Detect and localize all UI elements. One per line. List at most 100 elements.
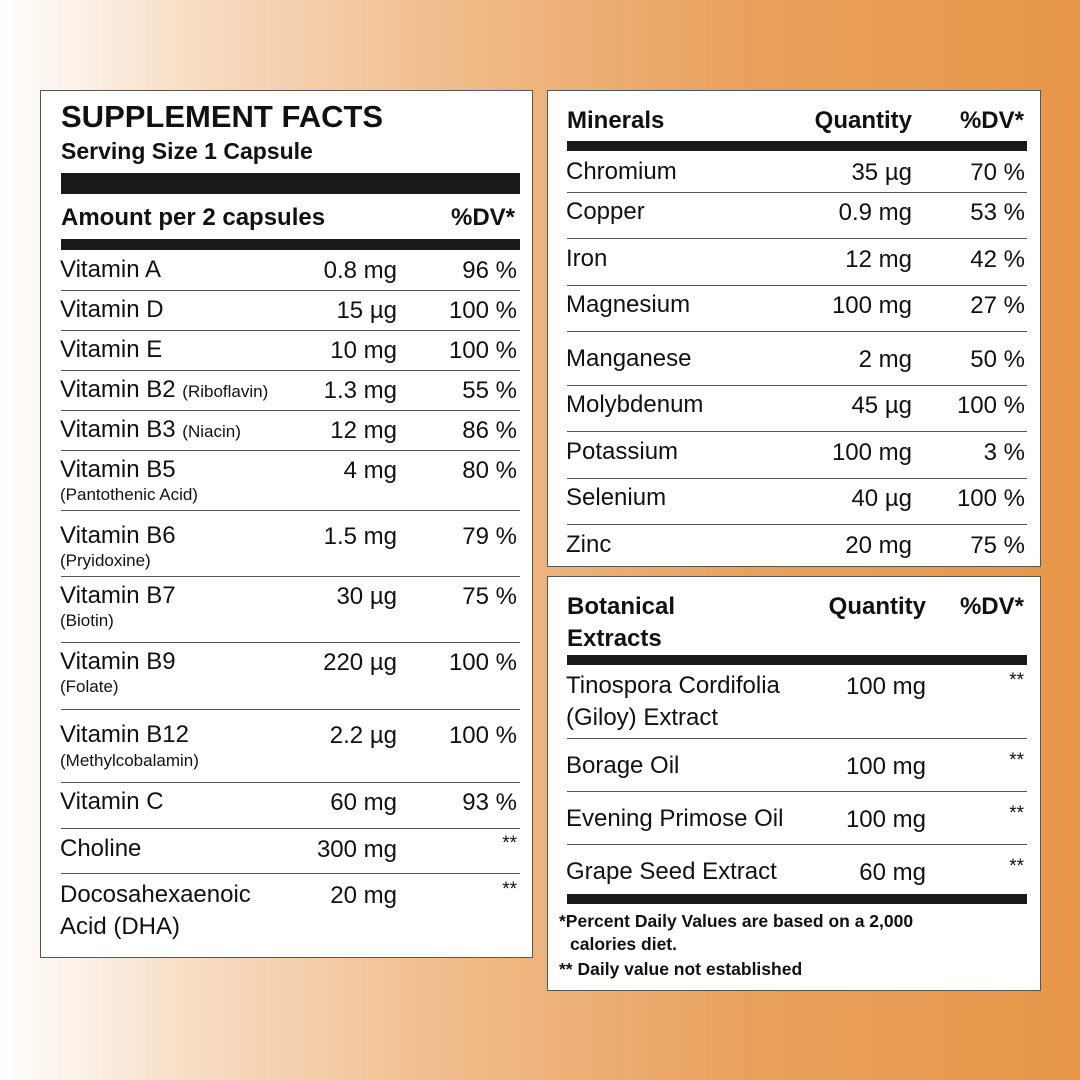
nutrient-note: (Biotin) [60, 611, 114, 630]
row-divider [567, 285, 1027, 286]
mineral-dv: 100 % [956, 392, 1025, 419]
mineral-dv: 75 % [970, 532, 1025, 559]
row-divider [61, 782, 520, 783]
row-divider [61, 709, 520, 710]
nutrient-note: (Riboflavin) [182, 382, 269, 401]
mineral-qty: 20 mg [845, 532, 912, 559]
mineral-dv: 27 % [970, 292, 1025, 319]
row-divider [567, 385, 1027, 386]
nutrient-dv: 75 % [462, 583, 517, 610]
footnote-not-established: ** Daily value not established [559, 959, 803, 979]
extract-dv: ** [1009, 803, 1024, 824]
extract-dv: ** [1009, 856, 1024, 877]
dv-header: %DV* [959, 593, 1024, 620]
mineral-dv: 50 % [970, 346, 1025, 373]
row-divider [567, 478, 1027, 479]
row-divider [567, 738, 1027, 739]
divider-bar [567, 655, 1027, 665]
nutrient-qty: 15 µg [336, 297, 397, 324]
row-divider [61, 450, 520, 451]
nutrient-name: Vitamin B12 [60, 721, 189, 748]
nutrient-name: Vitamin B2 (Riboflavin) [60, 376, 269, 403]
nutrient-qty: 0.8 mg [323, 257, 397, 284]
mineral-name: Manganese [566, 345, 692, 372]
extract-dv: ** [1009, 750, 1024, 771]
nutrient-qty: 4 mg [343, 457, 397, 484]
nutrient-note: (Methylcobalamin) [60, 751, 199, 770]
nutrient-dv: 55 % [462, 377, 517, 404]
nutrient-qty: 1.5 mg [323, 523, 397, 550]
nutrient-qty: 1.3 mg [323, 377, 397, 404]
nutrient-qty: 2.2 µg [329, 722, 397, 749]
row-divider [61, 410, 520, 411]
extract-qty: 100 mg [845, 673, 926, 700]
row-divider [61, 828, 520, 829]
nutrient-qty: 30 µg [336, 583, 397, 610]
mineral-name: Copper [566, 198, 645, 225]
nutrient-qty: 20 mg [330, 882, 397, 909]
nutrient-note: (Niacin) [182, 422, 241, 441]
nutrient-dv: 93 % [462, 789, 517, 816]
botanical-panel: Botanical Extracts Quantity %DV* Tinospo… [547, 576, 1041, 991]
mineral-dv: 53 % [970, 199, 1025, 226]
mineral-name: Magnesium [566, 291, 691, 318]
divider-bar [61, 173, 520, 194]
footnote-dv: *Percent Daily Values are based on a 2,0… [559, 911, 914, 931]
row-divider [567, 524, 1027, 525]
mineral-qty: 100 mg [831, 292, 912, 319]
nutrient-name: Vitamin B7 [60, 582, 176, 609]
quantity-header: Quantity [828, 593, 926, 620]
supplement-title: SUPPLEMENT FACTS [61, 99, 384, 134]
mineral-dv: 70 % [970, 159, 1025, 186]
mineral-dv: 42 % [970, 246, 1025, 273]
row-divider [61, 290, 520, 291]
nutrient-name: Docosahexaenoic [60, 881, 251, 908]
botanical-header-line2: Extracts [567, 625, 662, 652]
nutrient-dv: 100 % [448, 337, 517, 364]
extract-name: Borage Oil [566, 752, 680, 779]
row-divider [567, 331, 1027, 332]
mineral-qty: 40 µg [851, 485, 912, 512]
extract-qty: 100 mg [845, 753, 926, 780]
nutrient-dv: 100 % [448, 722, 517, 749]
row-divider [61, 576, 520, 577]
divider-bar [567, 894, 1027, 904]
nutrient-dv: 96 % [462, 257, 517, 284]
nutrient-dv: 80 % [462, 457, 517, 484]
nutrient-dv: ** [502, 833, 517, 854]
nutrient-name: Vitamin D [60, 296, 164, 323]
extract-name: Evening Primose Oil [566, 805, 784, 832]
nutrient-qty: 220 µg [323, 649, 397, 676]
nutrient-dv: 100 % [448, 297, 517, 324]
mineral-name: Chromium [566, 158, 677, 185]
mineral-qty: 0.9 mg [838, 199, 912, 226]
nutrient-name: Vitamin C [60, 788, 164, 815]
nutrient-qty: 12 mg [330, 417, 397, 444]
nutrient-qty: 60 mg [330, 789, 397, 816]
nutrient-qty: 300 mg [316, 836, 397, 863]
quantity-header: Quantity [814, 107, 912, 134]
row-divider [61, 330, 520, 331]
minerals-panel: Minerals Quantity %DV* Chromium 35 µg 70… [547, 90, 1041, 567]
divider-bar [567, 141, 1027, 151]
extract-qty: 60 mg [859, 859, 926, 886]
mineral-qty: 45 µg [851, 392, 912, 419]
row-divider [567, 238, 1027, 239]
nutrient-name-line2: Acid (DHA) [60, 913, 181, 940]
mineral-name: Molybdenum [566, 391, 704, 418]
row-divider [61, 510, 520, 511]
mineral-dv: 3 % [983, 439, 1025, 466]
mineral-qty: 12 mg [845, 246, 912, 273]
nutrient-note: (Folate) [60, 677, 119, 696]
amount-header: Amount per 2 capsules [61, 204, 326, 231]
extract-qty: 100 mg [845, 806, 926, 833]
nutrient-name: Vitamin B3 (Niacin) [60, 416, 241, 443]
nutrient-note: (Pantothenic Acid) [60, 485, 198, 504]
nutrient-qty: 10 mg [330, 337, 397, 364]
dv-header: %DV* [959, 107, 1024, 134]
supplement-facts-panel: SUPPLEMENT FACTS Serving Size 1 Capsule … [40, 90, 533, 958]
nutrient-name: Vitamin B5 [60, 456, 176, 483]
mineral-qty: 2 mg [858, 346, 912, 373]
nutrient-name: Vitamin E [60, 336, 163, 363]
minerals-header: Minerals [567, 107, 665, 134]
